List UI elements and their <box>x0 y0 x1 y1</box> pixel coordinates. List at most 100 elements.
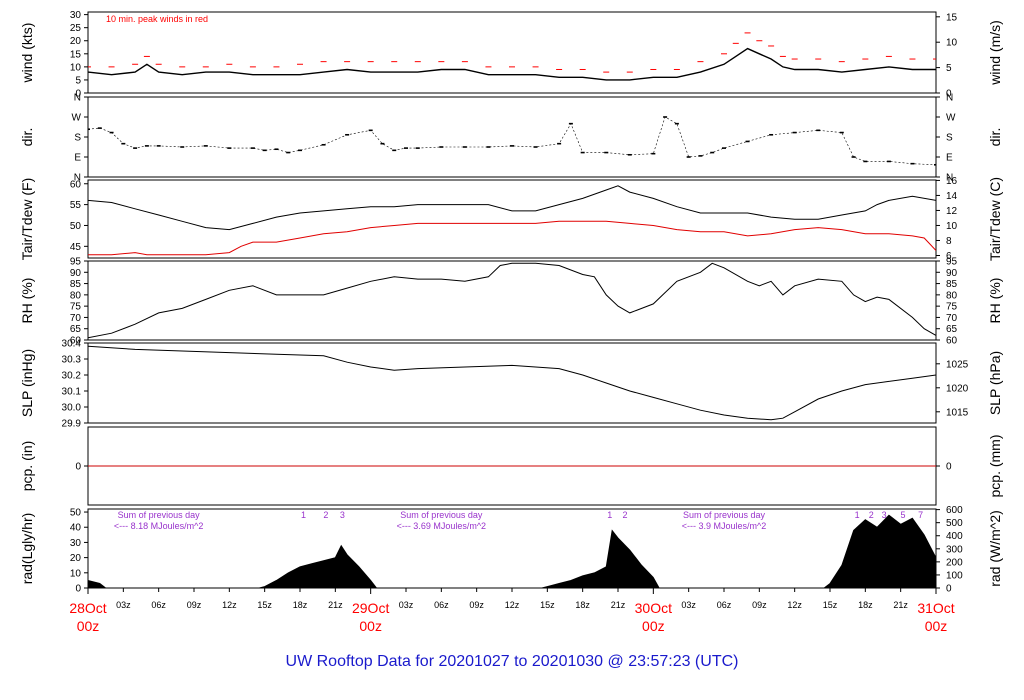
series-wind <box>88 47 936 81</box>
x-tick-label: 03z <box>116 600 131 610</box>
panel-frame <box>87 342 937 424</box>
panel-pcp: 0 0 pcp. (in) pcp. (mm) <box>19 426 1003 506</box>
x-day-hour-label: 00z <box>359 618 382 634</box>
x-tick-label: 03z <box>399 600 414 610</box>
left-tick-label: 15 <box>70 49 82 60</box>
x-tick-label: 18z <box>575 600 590 610</box>
right-tick-label: 16 <box>946 176 958 187</box>
left-tick-label: 60 <box>70 336 82 347</box>
rad-marker: 1 <box>855 510 860 520</box>
day-sum-line2: <--- 3.9 MJoules/m^2 <box>682 521 767 531</box>
left-tick-label: 30.0 <box>62 403 82 414</box>
left-tick-label: 20 <box>70 553 82 564</box>
x-day-label: 31Oct <box>917 600 954 616</box>
left-tick-label: 20 <box>70 36 82 47</box>
x-tick-label: 09z <box>752 600 767 610</box>
left-tick-label: 5 <box>75 75 81 86</box>
right-axis-title: Tair/Tdew (C) <box>987 177 1003 261</box>
right-tick-label: 0 <box>946 584 952 595</box>
rad-marker: 2 <box>323 510 328 520</box>
x-tick-label: 21z <box>893 600 908 610</box>
rad-marker: 5 <box>901 510 906 520</box>
panel-series <box>88 116 936 166</box>
x-tick-label: 06z <box>717 600 732 610</box>
x-axis: 03z 06z 09z 12z 15z 18z 21z 03z 06z 09z 12z 15z 18z 2… <box>69 587 955 634</box>
left-tick-label: 80 <box>70 290 82 301</box>
x-day-label: 29Oct <box>352 600 389 616</box>
panel-frame <box>87 508 937 589</box>
right-tick-label: 15 <box>946 12 958 23</box>
right-tick-label: 10 <box>946 221 958 232</box>
right-tick-label: 0 <box>946 462 952 473</box>
day-sum-line1: Sum of previous day <box>683 510 766 520</box>
left-tick-label: 0 <box>75 462 81 473</box>
left-axis-title: RH (%) <box>19 278 35 324</box>
right-tick-label: E <box>946 153 953 164</box>
rad-marker: 3 <box>340 510 345 520</box>
right-tick-label: N <box>946 93 953 104</box>
left-tick-label: E <box>74 153 81 164</box>
x-day-hour-label: 00z <box>77 618 100 634</box>
right-axis-title: dir. <box>987 128 1003 147</box>
x-day-label: 28Oct <box>69 600 106 616</box>
right-tick-label: 500 <box>946 518 963 529</box>
panel-series <box>88 185 936 256</box>
right-tick-label: 0 <box>946 89 952 100</box>
left-tick-label: 70 <box>70 313 82 324</box>
day-sum-line1: Sum of previous day <box>400 510 483 520</box>
series-RH <box>88 262 936 339</box>
left-tick-label: 95 <box>70 257 82 268</box>
panel-temp: 45 50 55 60 6 8 10 12 14 16 Tair/Tdew (F) Tair/Tdew… <box>19 176 1003 262</box>
x-tick-label: 15z <box>257 600 272 610</box>
right-tick-label: 1025 <box>946 359 969 370</box>
panel-wind: 0 5 10 15 20 25 30 0 5 10 15 wind (kts) wind (m/s) 10… <box>19 10 1003 99</box>
right-tick-label: 95 <box>946 257 958 268</box>
left-tick-label: 60 <box>70 179 82 190</box>
right-tick-label: 14 <box>946 191 958 202</box>
right-tick-label: 60 <box>946 336 958 347</box>
day-sum-line2: <--- 3.69 MJoules/m^2 <box>397 521 487 531</box>
left-tick-label: N <box>74 173 81 184</box>
rad-marker: 2 <box>623 510 628 520</box>
x-tick-label: 15z <box>823 600 838 610</box>
right-tick-label: S <box>946 133 953 144</box>
rad-marker: 3 <box>882 510 887 520</box>
panel-rad: 010203040500100200300400500600rad(Lgly/h… <box>19 505 1003 594</box>
x-tick-label: 09z <box>469 600 484 610</box>
x-day-hour-label: 00z <box>642 618 665 634</box>
left-tick-label: 85 <box>70 279 82 290</box>
panel-series <box>88 262 936 339</box>
rad-marker: 2 <box>869 510 874 520</box>
right-axis-title: pcp. (mm) <box>987 435 1003 498</box>
left-tick-label: W <box>72 113 82 124</box>
left-tick-label: 25 <box>70 23 82 34</box>
left-tick-label: 75 <box>70 302 82 313</box>
x-tick-label: 18z <box>858 600 873 610</box>
x-tick-label: 12z <box>222 600 237 610</box>
right-tick-label: 100 <box>946 570 963 581</box>
left-tick-label: 0 <box>75 89 81 100</box>
right-tick-label: 75 <box>946 302 958 313</box>
left-tick-label: 30.2 <box>62 371 82 382</box>
right-tick-label: 1015 <box>946 407 969 418</box>
panel-frame <box>87 96 937 178</box>
right-tick-label: 300 <box>946 544 963 555</box>
right-tick-label: 8 <box>946 236 952 247</box>
panel-frame <box>87 11 937 94</box>
series-rad <box>88 514 936 588</box>
left-tick-label: 30.3 <box>62 355 82 366</box>
series-SLP <box>88 345 936 421</box>
series-dir <box>88 116 936 166</box>
left-tick-label: 0 <box>75 584 81 595</box>
left-axis-title: pcp. (in) <box>19 441 35 492</box>
x-tick-label: 06z <box>151 600 166 610</box>
left-axis-title: wind (kts) <box>19 23 35 84</box>
rad-marker: 1 <box>301 510 306 520</box>
x-day-label: 30Oct <box>635 600 672 616</box>
left-tick-label: 30.1 <box>62 387 82 398</box>
right-tick-label: 600 <box>946 505 963 516</box>
left-axis-title: Tair/Tdew (F) <box>19 178 35 260</box>
left-tick-label: 50 <box>70 221 82 232</box>
panel-frame <box>87 179 937 259</box>
